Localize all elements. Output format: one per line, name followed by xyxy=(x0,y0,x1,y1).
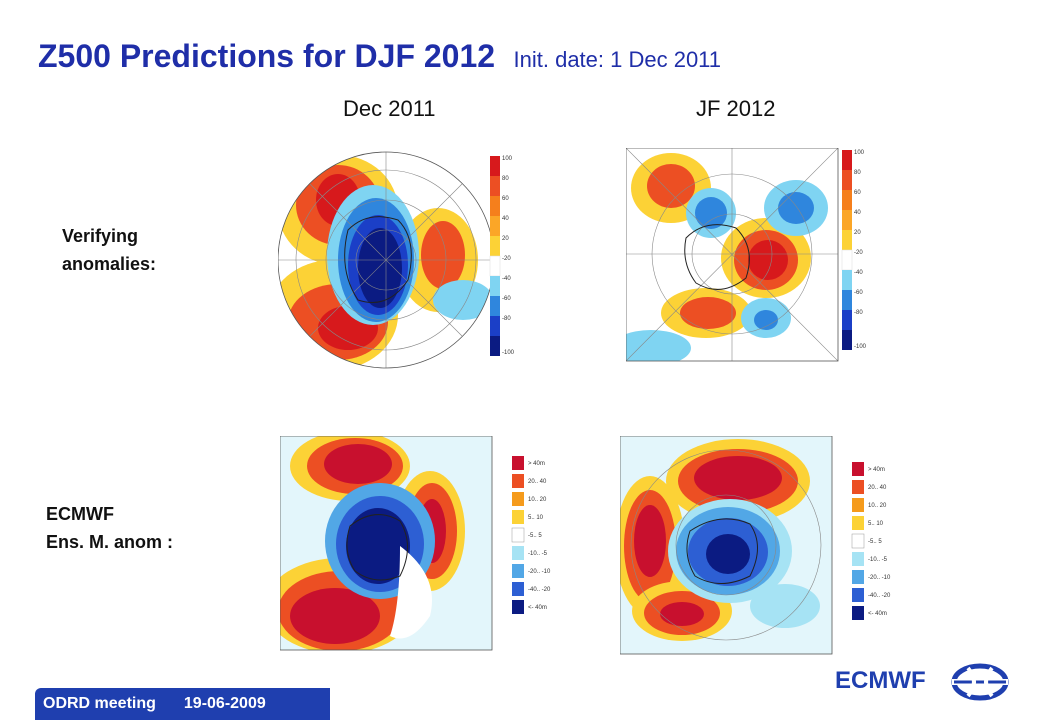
cb-bottom-label: 10.. 20 xyxy=(528,497,547,503)
cb-top-label: -40 xyxy=(502,276,511,282)
cb-top-label: -20 xyxy=(502,256,511,262)
cb-bottom-label: -40.. -20 xyxy=(528,587,551,593)
cb-top-label: 40 xyxy=(854,210,861,216)
cb-bottom-label: 5.. 10 xyxy=(868,521,884,527)
cb-top-label: -80 xyxy=(854,310,863,316)
cb-top-label: -60 xyxy=(502,296,511,302)
ecmwf-wordmark: ECMWF xyxy=(835,667,926,694)
map-ecmwf-dec-2011: > 40m 20.. 40 10.. 20 5.. 10 -5.. 5 -10.… xyxy=(280,436,560,654)
slide-title: Z500 Predictions for DJF 2012 Init. date… xyxy=(38,38,721,75)
column-label-dec-2011: Dec 2011 xyxy=(343,96,436,121)
cb-top-label: -40 xyxy=(854,270,863,276)
cb-bottom-label: -20.. -10 xyxy=(528,569,551,575)
cb-bottom-label: -5.. 5 xyxy=(868,539,882,545)
row-label-ecmwf: ECMWF Ens. M. anom : xyxy=(46,500,173,556)
cb-top-label: -80 xyxy=(502,316,511,322)
cb-bottom-label: -20.. -10 xyxy=(868,575,891,581)
cb-bottom-label: 20.. 40 xyxy=(868,485,887,491)
cb-top-label: 100 xyxy=(502,156,513,162)
footer-date: 19-06-2009 xyxy=(183,695,266,712)
cb-top-label: -60 xyxy=(854,290,863,296)
map-verifying-jf-2012: 100 80 60 40 20 -20 -40 -60 -80 -100 xyxy=(626,148,871,363)
cb-bottom-label: -5.. 5 xyxy=(528,533,542,539)
cb-top-label: 100 xyxy=(854,150,865,156)
ecmwf-logo-icon xyxy=(950,660,1010,709)
cb-bottom-label: <- 40m xyxy=(528,605,547,611)
cb-bottom-label: -10.. -5 xyxy=(868,557,888,563)
column-label-jf-2012: JF 2012 xyxy=(696,96,776,121)
row-label-ecmwf-line1: ECMWF xyxy=(46,504,114,524)
footer-bar: ODRD meeting 19-06-2009 xyxy=(35,688,330,720)
cb-top-label: -100 xyxy=(502,350,515,356)
cb-bottom-label: -40.. -20 xyxy=(868,593,891,599)
row-label-ecmwf-line2: Ens. M. anom : xyxy=(46,532,174,552)
cb-bottom-label: 10.. 20 xyxy=(868,503,887,509)
cb-top-label: 60 xyxy=(502,196,509,202)
row-label-verifying: Verifying anomalies: xyxy=(62,222,156,278)
row-label-verifying-line1: Verifying xyxy=(62,226,139,246)
cb-top-label: 80 xyxy=(854,170,861,176)
cb-top-label: -20 xyxy=(854,250,863,256)
title-init-date: Init. date: 1 Dec 2011 xyxy=(513,47,722,72)
cb-bottom-label: <- 40m xyxy=(868,611,887,617)
cb-top-label: 80 xyxy=(502,176,509,182)
cb-top-label: -100 xyxy=(854,344,867,350)
cb-bottom-label: 20.. 40 xyxy=(528,479,547,485)
title-main: Z500 Predictions for DJF 2012 xyxy=(38,38,496,74)
cb-bottom-label: 5.. 10 xyxy=(528,515,544,521)
cb-bottom-label: > 40m xyxy=(868,467,885,473)
map-ecmwf-jf-2012: > 40m 20.. 40 10.. 20 5.. 10 -5.. 5 -10.… xyxy=(620,436,900,658)
cb-top-label: 20 xyxy=(854,230,861,236)
map-verifying-dec-2011: 100 80 60 40 20 -20 -40 -60 -80 -100 xyxy=(278,150,518,370)
cb-top-label: 40 xyxy=(502,216,509,222)
row-label-verifying-line2: anomalies: xyxy=(62,254,157,274)
cb-bottom-label: > 40m xyxy=(528,461,545,467)
cb-top-label: 20 xyxy=(502,236,509,242)
cb-bottom-label: -10.. -5 xyxy=(528,551,548,557)
footer-meeting: ODRD meeting xyxy=(43,695,156,712)
cb-top-label: 60 xyxy=(854,190,861,196)
